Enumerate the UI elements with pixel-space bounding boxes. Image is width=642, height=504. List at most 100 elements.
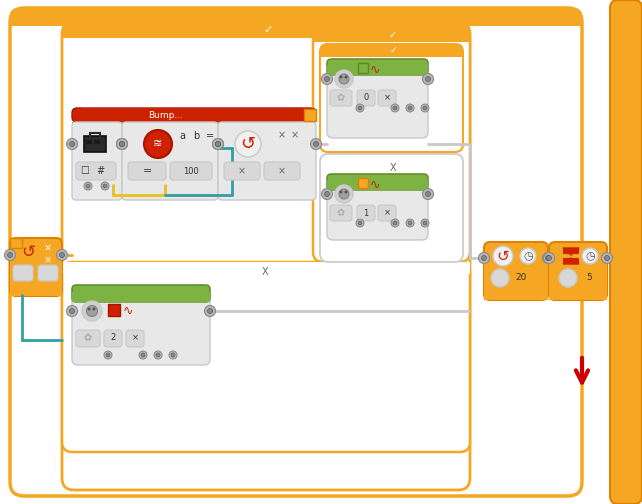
Circle shape [324,77,329,82]
FancyBboxPatch shape [170,162,212,180]
FancyBboxPatch shape [218,122,316,200]
Bar [358,178,368,188]
Text: 20: 20 [516,274,526,283]
Text: ↺: ↺ [21,243,35,261]
Circle shape [482,256,487,261]
FancyBboxPatch shape [378,205,396,221]
Text: ×: × [132,334,139,343]
Circle shape [408,106,412,110]
Circle shape [520,248,536,264]
Bar [484,254,548,300]
Circle shape [106,353,110,357]
Circle shape [421,219,429,227]
Circle shape [358,221,362,225]
Circle shape [335,70,353,88]
FancyBboxPatch shape [327,59,428,138]
Text: ✿: ✿ [84,333,92,343]
Circle shape [311,139,322,150]
FancyBboxPatch shape [264,162,300,180]
Circle shape [4,249,15,261]
FancyBboxPatch shape [10,8,582,496]
Circle shape [602,253,612,264]
Bar [62,262,470,274]
Circle shape [423,106,427,110]
Circle shape [216,142,220,147]
Bar [94,140,100,144]
Text: ◷: ◷ [523,251,533,261]
Text: ✓: ✓ [389,45,397,54]
FancyBboxPatch shape [13,265,33,281]
Circle shape [322,74,333,85]
Text: ×: × [278,130,286,140]
Circle shape [169,351,177,359]
Circle shape [154,351,162,359]
Circle shape [422,188,433,200]
Circle shape [406,219,414,227]
Circle shape [426,192,431,197]
Circle shape [67,305,78,317]
Circle shape [156,353,160,357]
Bar [72,122,314,129]
Circle shape [213,139,223,150]
Circle shape [393,106,397,110]
Text: ×: × [44,243,52,253]
FancyBboxPatch shape [10,238,62,296]
Text: 2: 2 [110,334,116,343]
Circle shape [423,221,427,225]
Circle shape [339,74,349,84]
Circle shape [213,139,223,150]
Circle shape [335,185,353,203]
Bar [10,238,22,248]
Circle shape [141,353,145,357]
FancyBboxPatch shape [10,8,582,26]
Circle shape [87,307,91,310]
Text: ×: × [278,166,286,176]
Text: ×: × [238,166,246,176]
Text: b: b [193,131,199,141]
Circle shape [101,182,109,190]
Circle shape [56,249,67,261]
FancyBboxPatch shape [327,59,428,75]
Text: ×: × [291,130,299,140]
Circle shape [116,139,128,150]
Text: ×: × [383,209,390,218]
Text: ∿: ∿ [370,178,380,192]
Bar [72,292,210,302]
Bar [327,65,428,75]
FancyBboxPatch shape [320,44,463,152]
Bar [62,30,470,38]
Text: 0: 0 [363,94,369,102]
Circle shape [426,77,431,82]
Text: =: = [206,131,214,141]
Circle shape [87,305,98,317]
Circle shape [546,256,550,261]
FancyBboxPatch shape [549,242,607,300]
Circle shape [542,253,553,264]
Text: ×: × [383,94,390,102]
FancyBboxPatch shape [313,28,470,42]
Circle shape [82,301,102,321]
FancyBboxPatch shape [104,330,122,347]
Bar [549,254,607,300]
Text: X: X [390,163,396,173]
Bar [90,133,100,138]
Bar [82,108,315,122]
Circle shape [92,307,96,310]
FancyBboxPatch shape [327,174,428,190]
Bar [358,63,368,73]
Bar [108,304,120,316]
Circle shape [491,269,509,287]
FancyBboxPatch shape [62,262,470,452]
Circle shape [171,353,175,357]
Text: ✿: ✿ [337,208,345,218]
Text: ∿: ∿ [370,64,380,77]
FancyBboxPatch shape [357,205,375,221]
Polygon shape [563,258,579,264]
Circle shape [582,248,598,264]
Text: =: = [143,166,152,176]
Circle shape [313,142,318,147]
Bar [304,109,316,121]
Circle shape [339,189,349,199]
Circle shape [345,76,347,79]
Circle shape [478,253,489,264]
